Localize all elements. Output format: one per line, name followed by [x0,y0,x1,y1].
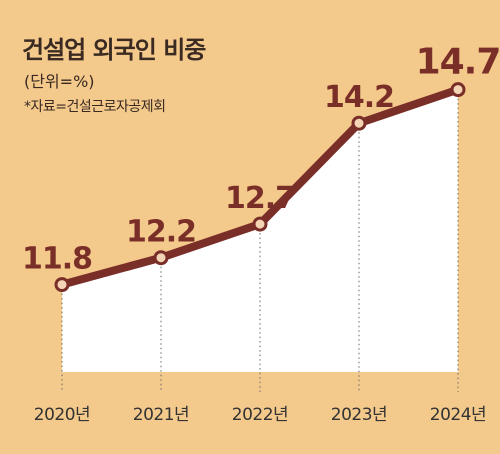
x-tick-label: 2020년 [34,405,90,425]
data-point-marker [54,277,70,293]
data-point-marker [351,115,367,131]
unit-label: (단위=%) [24,72,95,91]
x-tick-label: 2022년 [232,405,288,425]
chart-title: 건설업 외국인 비중 [22,36,206,64]
data-point-marker [153,250,169,266]
source-note: *자료=건설근로자공제회 [24,99,166,115]
x-tick-label: 2023년 [331,405,387,425]
data-value-label: 12.2 [126,215,196,250]
data-value-label: 14.2 [324,80,394,115]
data-point-marker [450,82,466,98]
data-value-label: 14.7 [416,42,500,83]
data-value-label: 12.7 [225,181,295,216]
x-tick-label: 2021년 [133,405,189,425]
x-tick-label: 2024년 [430,405,486,425]
data-value-label: 11.8 [22,242,92,277]
data-point-marker [252,216,268,232]
